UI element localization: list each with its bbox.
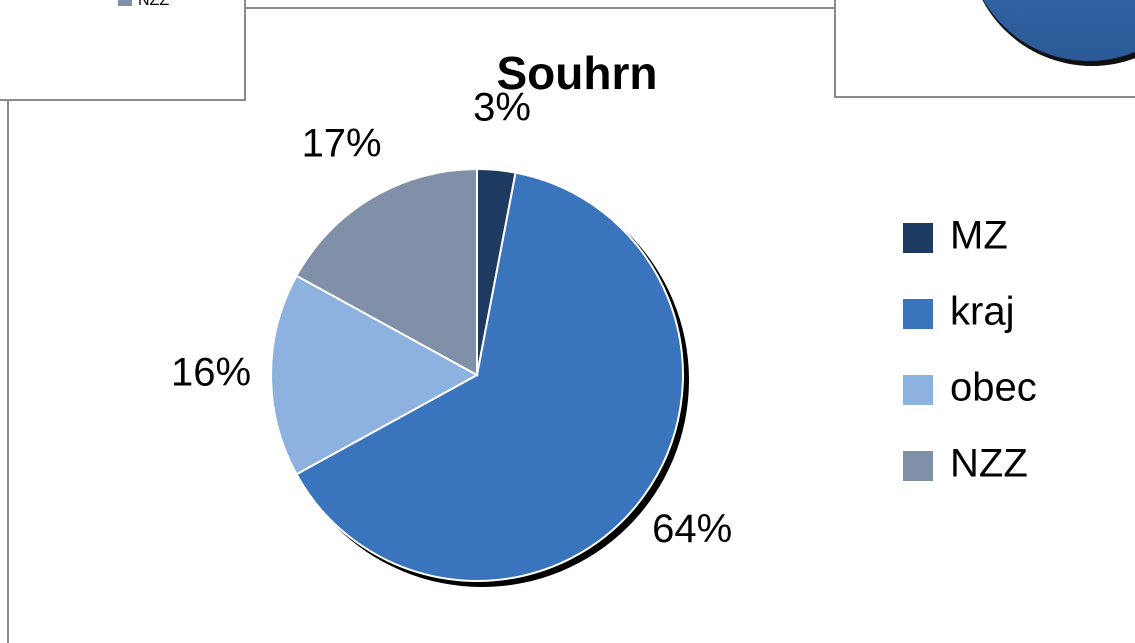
pie-slice [295, 171, 684, 582]
data-label: 3% [473, 86, 531, 130]
data-label: 17% [302, 122, 382, 166]
fragment-pie [983, 0, 1135, 61]
legend-label: obec [950, 366, 1037, 410]
legend-swatch [903, 299, 933, 329]
legend-label: NZZ [138, 0, 169, 9]
data-label: 16% [171, 351, 251, 395]
pie-slice [270, 274, 480, 476]
pie-slice [295, 167, 478, 377]
legend-swatch [118, 0, 132, 6]
legend-label: MZ [950, 214, 1008, 258]
legend-swatch [903, 375, 933, 405]
chart-title: Souhrn [497, 47, 658, 99]
legend-label: kraj [950, 290, 1014, 334]
legend-label: NZZ [950, 442, 1028, 486]
fragment-box [0, 0, 246, 101]
legend-swatch [903, 451, 933, 481]
legend-swatch [903, 223, 933, 253]
data-label: 64% [652, 507, 732, 551]
